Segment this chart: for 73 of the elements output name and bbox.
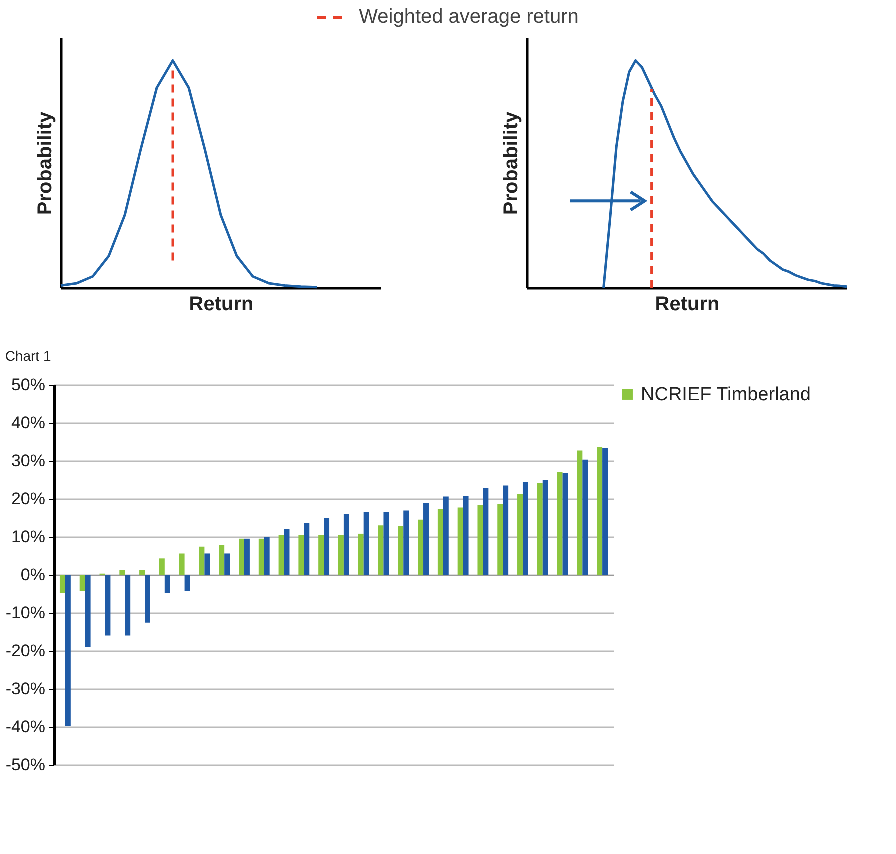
bar: [418, 520, 424, 575]
y-tick-label: -10%: [6, 604, 46, 622]
bar: [503, 486, 509, 575]
bar: [338, 535, 344, 575]
bar: [577, 450, 583, 575]
y-tick-label: -40%: [6, 718, 46, 736]
bar: [65, 575, 71, 726]
bar: [244, 538, 250, 575]
bar: [602, 448, 608, 575]
bar: [164, 575, 170, 594]
bar: [384, 512, 390, 575]
bar: [443, 496, 449, 575]
bar: [458, 508, 464, 575]
bar: [224, 554, 230, 575]
bar: [483, 488, 489, 575]
y-tick-label: 40%: [11, 414, 46, 432]
y-tick-label: -50%: [6, 756, 46, 774]
bar: [179, 554, 185, 575]
bar: [562, 473, 568, 575]
x-axis-title: Return: [655, 294, 720, 316]
text: Weighted average return: [359, 6, 579, 29]
bar: [364, 512, 370, 575]
bar: [438, 509, 444, 575]
y-tick-label: -30%: [6, 680, 46, 698]
bar: [537, 483, 543, 575]
bar: [304, 522, 310, 575]
y-tick-label: -20%: [6, 642, 46, 660]
chart-title: Chart 1: [5, 348, 52, 364]
bar: [344, 514, 350, 575]
y-tick-label: 30%: [11, 452, 46, 470]
bar: [258, 538, 264, 575]
bar: [264, 537, 270, 575]
y-axis-title: Probability: [34, 110, 56, 216]
bar: [378, 526, 384, 575]
bar: [557, 472, 563, 575]
bar: [145, 575, 150, 623]
bar: [522, 482, 528, 575]
bar: [498, 504, 504, 575]
bar: [159, 558, 165, 575]
bar: [597, 447, 603, 575]
bar: [518, 494, 523, 575]
bar: [80, 575, 86, 592]
bar: [324, 518, 330, 575]
bar: [199, 546, 205, 575]
x-axis-title: Return: [189, 294, 254, 316]
y-axis-title: Probability: [500, 110, 522, 216]
bar: [318, 535, 324, 575]
y-tick-label: 20%: [11, 490, 46, 508]
bar: [85, 575, 91, 648]
bar: [542, 480, 548, 575]
bar: [105, 575, 111, 636]
bar: [298, 535, 304, 575]
bar: [398, 526, 404, 575]
bar: [404, 510, 410, 575]
y-tick-label: 0%: [20, 566, 46, 584]
bar: [358, 534, 364, 575]
bar: [125, 575, 131, 636]
bar: [120, 570, 126, 575]
bar: [140, 570, 146, 575]
legend-label: NCRIEF Timberland: [641, 384, 811, 406]
bar: [463, 496, 469, 575]
y-tick-label: 10%: [11, 528, 46, 546]
bar: [219, 545, 225, 575]
bar: [60, 575, 66, 594]
bar: [284, 529, 290, 575]
bar: [184, 575, 190, 592]
bar: [478, 505, 484, 575]
bar: [278, 535, 284, 575]
y-tick-label: 50%: [11, 376, 46, 394]
bar: [239, 538, 244, 575]
bar: [582, 460, 588, 575]
bar: [204, 554, 210, 575]
bar: [424, 503, 429, 575]
